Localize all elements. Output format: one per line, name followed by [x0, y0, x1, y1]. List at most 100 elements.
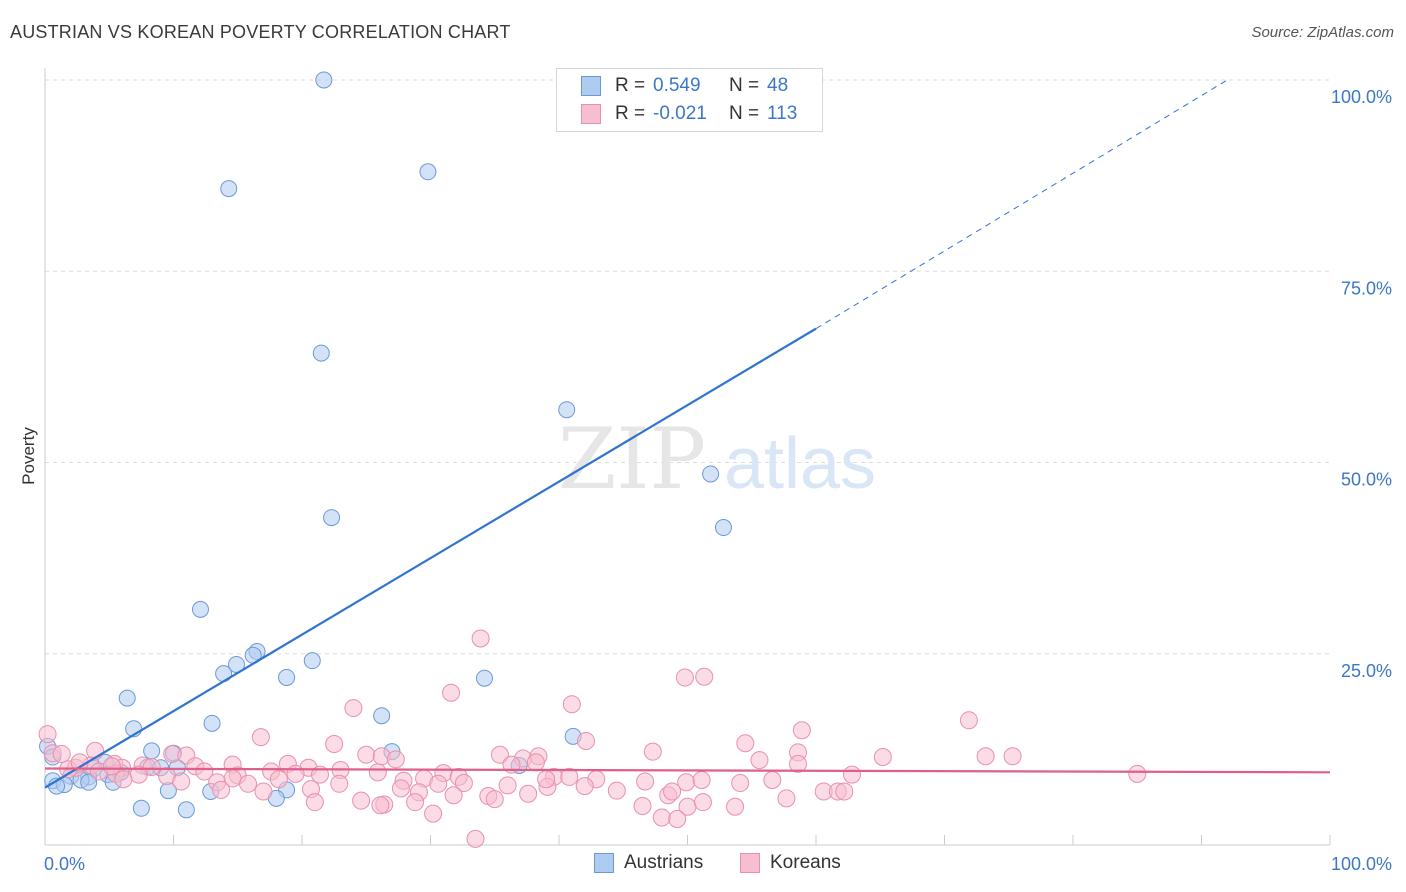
- legend-label-austrians: Austrians: [624, 852, 704, 873]
- korean-point: [652, 808, 671, 827]
- korean-point: [391, 779, 410, 798]
- korean-point: [526, 753, 545, 772]
- austrian-point: [558, 401, 576, 419]
- legend-item-austrians[interactable]: Austrians: [594, 852, 703, 874]
- korean-point: [114, 770, 133, 789]
- korean-point: [668, 809, 687, 828]
- x-tick-label: 100.0%: [1331, 854, 1392, 874]
- korean-point: [424, 804, 443, 823]
- austrians-swatch-icon: [581, 76, 601, 96]
- series-koreans: [38, 629, 1147, 848]
- y-axis-label: Poverty: [19, 427, 38, 485]
- axes: [44, 68, 1331, 846]
- korean-point: [792, 721, 811, 740]
- korean-point: [269, 770, 288, 789]
- austrian-point: [118, 689, 136, 707]
- korean-point: [695, 667, 714, 686]
- korean-point: [607, 781, 626, 800]
- korean-point: [663, 782, 682, 801]
- korean-point: [371, 796, 390, 815]
- y-tick-label: 50.0%: [1341, 470, 1392, 490]
- korean-point: [873, 748, 892, 767]
- austrian-point: [203, 714, 221, 732]
- korean-point: [693, 793, 712, 812]
- korean-point: [471, 629, 490, 648]
- korean-point: [789, 754, 808, 773]
- korean-point: [325, 735, 344, 754]
- austrian-point: [419, 163, 437, 181]
- korean-point: [498, 776, 517, 795]
- korean-point: [835, 782, 854, 801]
- korean-point: [490, 745, 509, 764]
- korean-point: [251, 728, 270, 747]
- korean-point: [485, 790, 504, 809]
- korean-point: [537, 770, 556, 789]
- korean-point: [692, 770, 711, 789]
- r-label: R =: [615, 103, 646, 124]
- austrians-trendline-extension: [815, 79, 1228, 330]
- koreans-trendline: [44, 767, 1331, 774]
- korean-point: [38, 725, 57, 744]
- korean-point: [763, 770, 782, 789]
- austrian-point: [373, 707, 391, 725]
- korean-point: [675, 668, 694, 687]
- austrian-point: [220, 180, 238, 198]
- korean-point: [52, 744, 71, 763]
- korean-point: [466, 829, 485, 848]
- legend-row-koreans: R = -0.021 N = 113: [581, 102, 797, 126]
- n-value: 48: [767, 75, 789, 96]
- series-legend: Austrians Koreans: [0, 852, 1406, 876]
- n-label: N =: [729, 103, 760, 124]
- source-label[interactable]: Source: ZipAtlas.com: [1251, 24, 1394, 41]
- korean-point: [444, 786, 463, 805]
- watermark-atlas: atlas: [724, 424, 876, 504]
- korean-point: [195, 762, 214, 781]
- austrian-point: [143, 742, 161, 760]
- austrian-point: [702, 465, 720, 483]
- trendlines: [44, 79, 1331, 789]
- austrian-point: [278, 668, 296, 686]
- korean-point: [976, 747, 995, 766]
- chart-title: AUSTRIAN VS KOREAN POVERTY CORRELATION C…: [10, 22, 511, 42]
- y-tick-label: 100.0%: [1331, 87, 1392, 107]
- austrians-trendline: [44, 327, 817, 789]
- austrian-point: [191, 600, 209, 618]
- korean-point: [102, 757, 121, 776]
- korean-point: [576, 731, 595, 750]
- austrian-point: [714, 519, 732, 537]
- x-tick-label: 0.0%: [44, 854, 85, 874]
- korean-point: [254, 782, 273, 801]
- korean-point: [777, 789, 796, 808]
- korean-point: [429, 774, 448, 793]
- austrian-point: [303, 652, 321, 670]
- korean-point: [212, 780, 231, 799]
- korean-point: [357, 745, 376, 764]
- legend-label-koreans: Koreans: [770, 852, 841, 873]
- korean-point: [842, 765, 861, 784]
- r-value: -0.021: [653, 103, 707, 124]
- correlation-legend: R = 0.549 N = 48 R = -0.021 N = 113: [556, 68, 823, 132]
- watermark-zip: ZIP: [558, 410, 706, 508]
- legend-row-austrians: R = 0.549 N = 48: [581, 74, 788, 98]
- korean-point: [172, 772, 191, 791]
- korean-point: [633, 796, 652, 815]
- korean-point: [643, 742, 662, 761]
- korean-point: [726, 797, 745, 816]
- korean-point: [636, 772, 655, 791]
- legend-item-koreans[interactable]: Koreans: [740, 852, 841, 874]
- austrian-point: [323, 509, 341, 527]
- watermark: ZIP atlas: [558, 410, 876, 508]
- korean-point: [368, 763, 387, 782]
- gridlines: [45, 79, 1330, 655]
- n-label: N =: [729, 75, 760, 96]
- korean-point: [519, 784, 538, 803]
- korean-point: [352, 791, 371, 810]
- korean-point: [344, 699, 363, 718]
- tick-labels: 25.0% 50.0% 75.0% 100.0% 0.0% 100.0%: [44, 87, 1392, 874]
- austrian-point: [315, 71, 333, 89]
- austrian-point: [132, 799, 150, 817]
- korean-point: [1128, 764, 1147, 783]
- r-value: 0.549: [653, 75, 701, 96]
- korean-point: [386, 750, 405, 769]
